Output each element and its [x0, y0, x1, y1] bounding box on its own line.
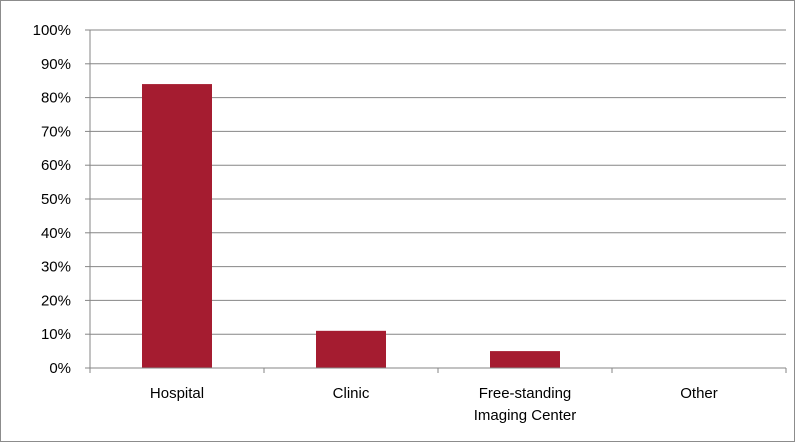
y-tick-label: 90%	[41, 56, 71, 73]
y-tick-label: 10%	[41, 326, 71, 343]
x-category-label: Other	[680, 385, 718, 402]
x-category-label-line: Hospital	[150, 385, 204, 402]
y-tick-label: 70%	[41, 123, 71, 140]
labels: 0% 10% 20% 30% 40% 50% 60% 70% 80% 90% 100% Hospita…	[33, 22, 718, 424]
bar	[490, 351, 560, 368]
y-tick-label: 20%	[41, 292, 71, 309]
x-category-label-line: Imaging Center	[474, 407, 577, 424]
x-category-label-line: Other	[680, 385, 718, 402]
x-category-label: Free-standing Imaging Center	[474, 385, 577, 424]
x-category-label: Clinic	[333, 385, 370, 402]
x-category-label: Hospital	[150, 385, 204, 402]
y-tick-label: 60%	[41, 157, 71, 174]
y-tick-label: 40%	[41, 225, 71, 242]
y-tick-label: 80%	[41, 90, 71, 107]
y-tick-label: 30%	[41, 259, 71, 276]
y-tick-label: 0%	[49, 360, 71, 377]
bar	[142, 84, 212, 368]
bar	[316, 330, 386, 368]
x-category-label-line: Clinic	[333, 385, 370, 402]
axes	[85, 29, 787, 373]
y-tick-label: 50%	[41, 191, 71, 208]
y-tick-label: 100%	[33, 22, 71, 39]
x-category-label-line: Free-standing	[479, 385, 572, 402]
bars	[142, 84, 560, 368]
